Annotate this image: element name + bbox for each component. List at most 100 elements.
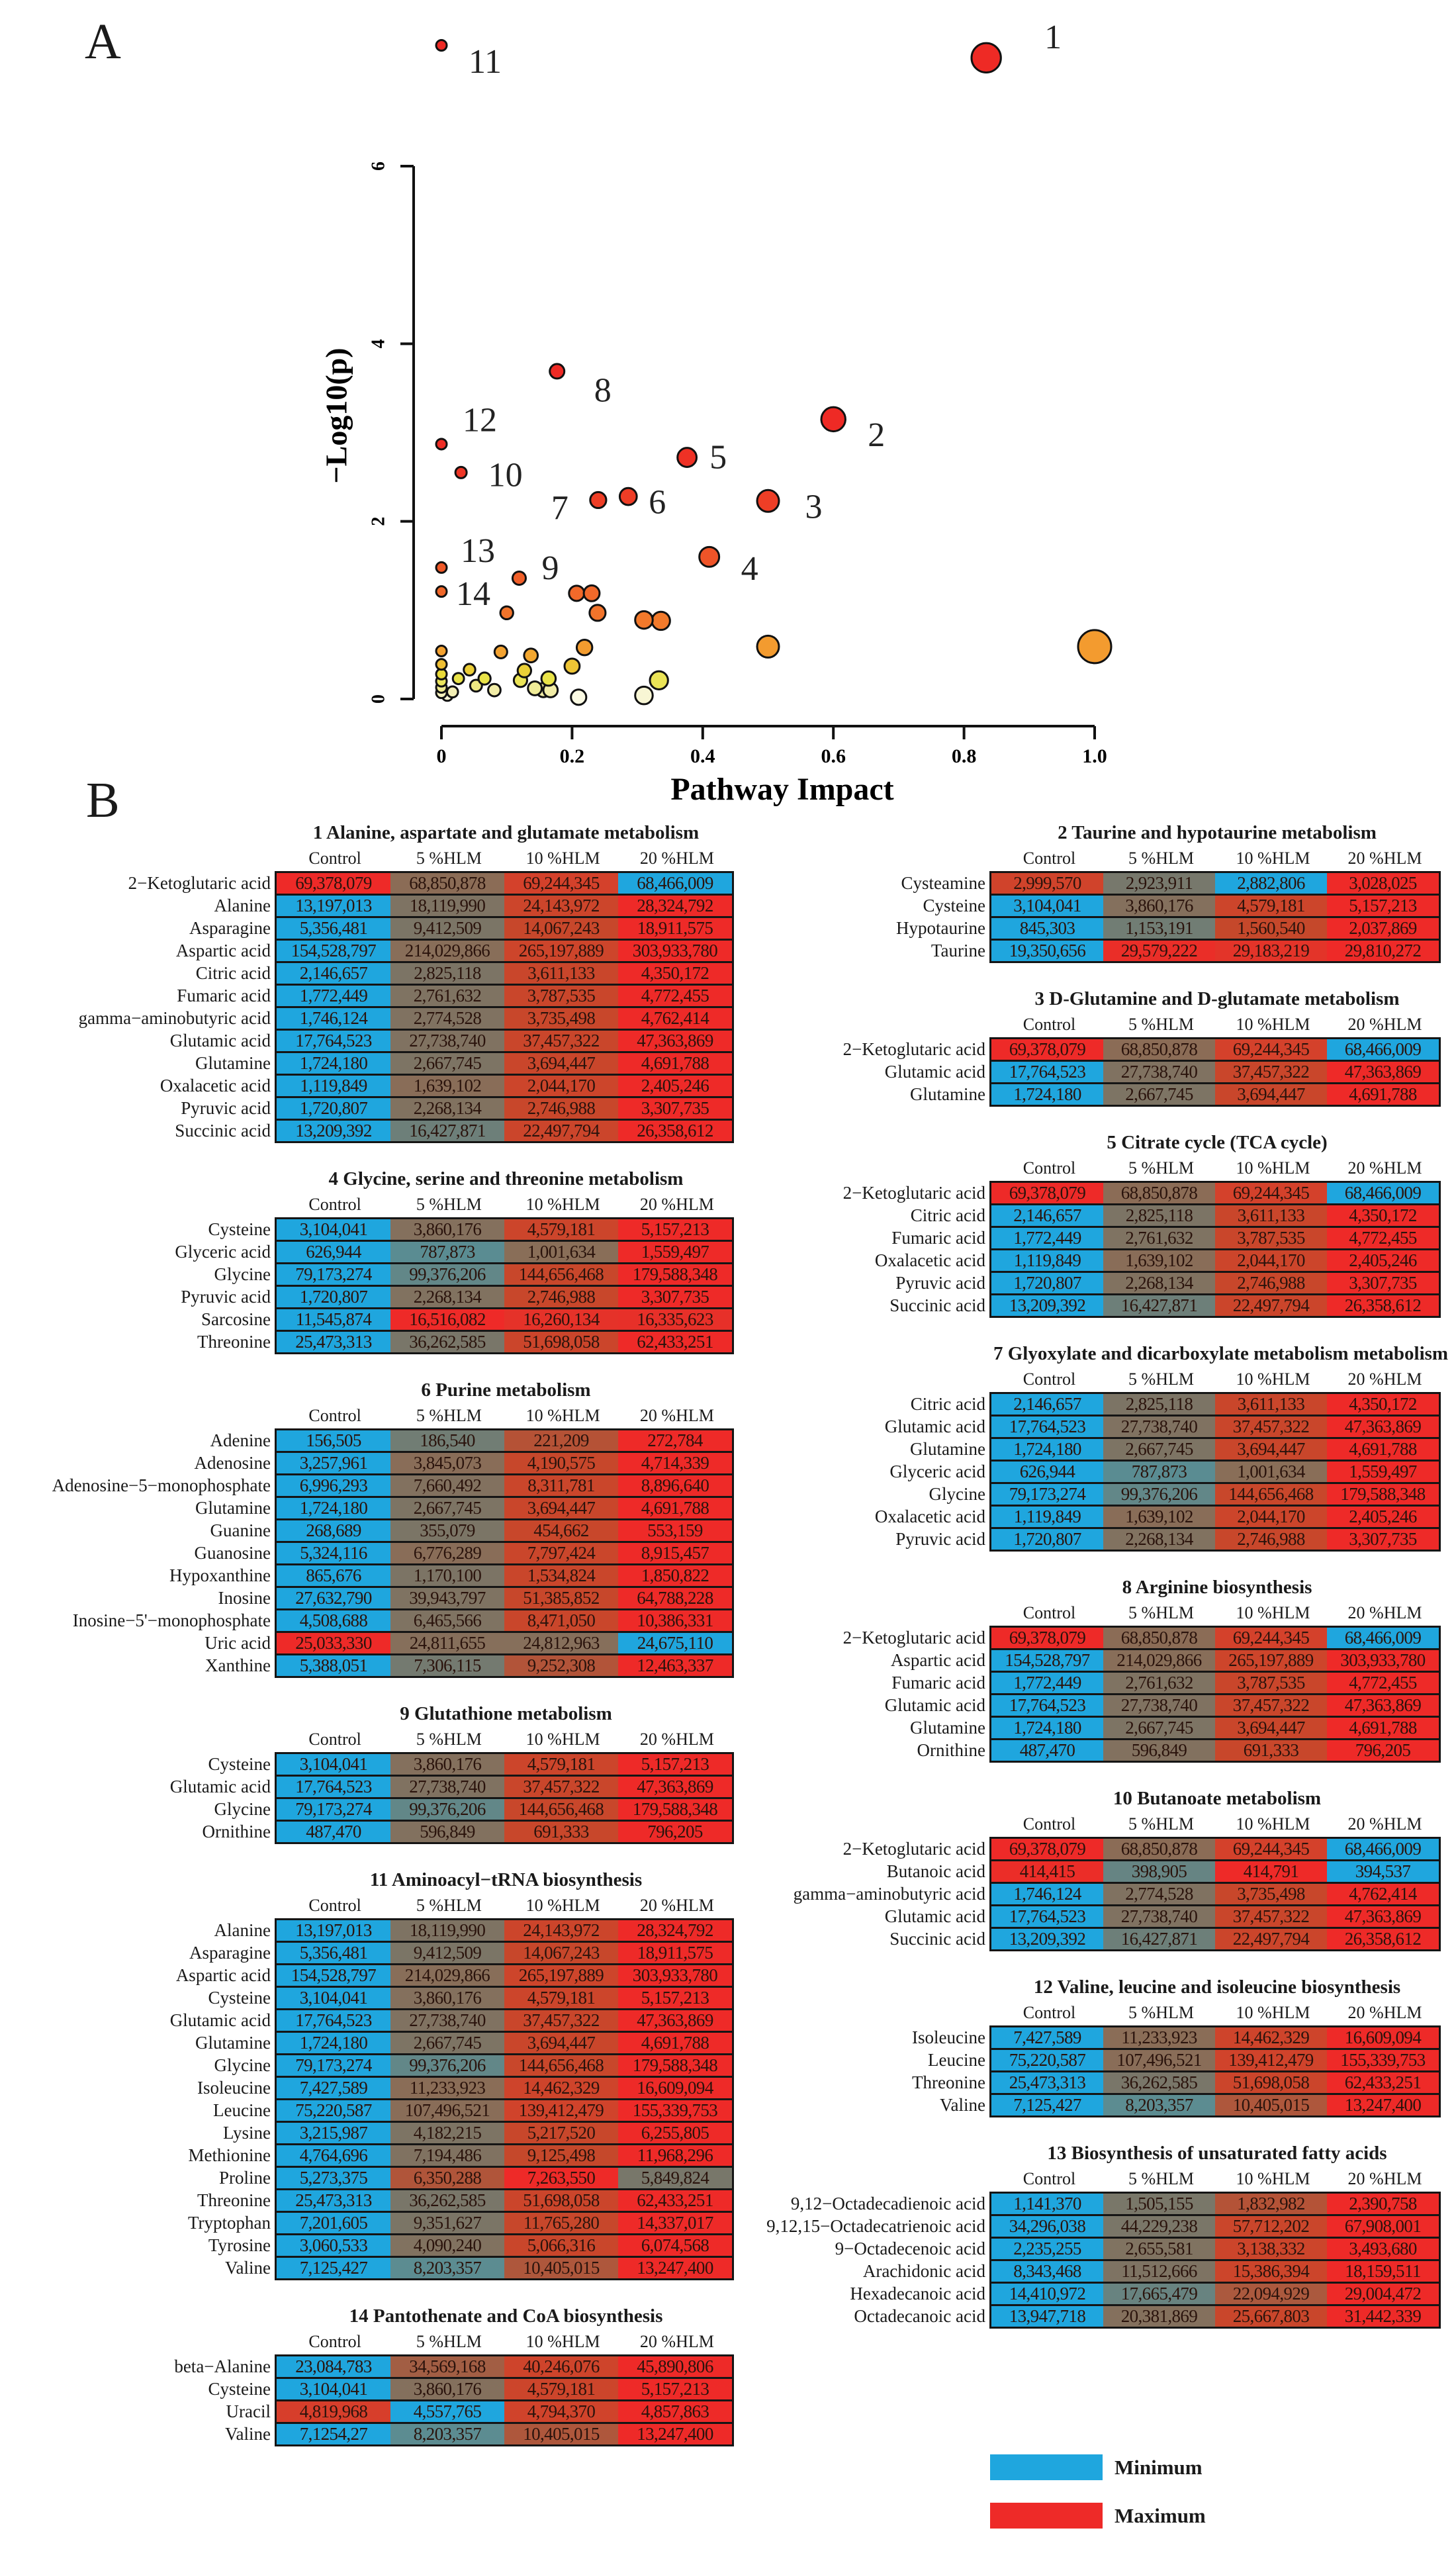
metabolite-row: Xanthine 5,388,051 7,306,115 9,252,308 12,46… <box>0 1653 734 1678</box>
intensity-cell: 156,505 <box>275 1428 390 1453</box>
pathway-title: 3 D-Glutamine and D-glutamate metabolism <box>1034 988 1400 1009</box>
intensity-cell: 1,153,191 <box>1103 916 1215 941</box>
heatmap-column-right: 2 Taurine and hypotaurine metabolism Cont… <box>728 819 1456 2351</box>
intensity-cell: 1,141,370 <box>989 2192 1103 2216</box>
intensity-cell: 2,405,246 <box>1327 1505 1441 1529</box>
column-header: Control <box>1023 1603 1076 1622</box>
pathway-heatmap-table: 8 Arginine biosynthesis Control 5 %HLM 10 %… <box>728 1574 1456 1763</box>
intensity-cell: 5,066,316 <box>504 2233 618 2258</box>
intensity-cell: 69,378,079 <box>275 871 390 896</box>
metabolite-name: Citric acid <box>195 963 271 983</box>
pathway-point <box>582 584 601 602</box>
intensity-cell: 7,1254,27 <box>275 2422 390 2446</box>
intensity-cell: 2,825,118 <box>1103 1203 1215 1228</box>
intensity-cell: 79,173,274 <box>989 1482 1103 1507</box>
intensity-cell: 16,335,623 <box>618 1307 734 1332</box>
metabolite-name: Fumaric acid <box>891 1673 985 1693</box>
intensity-cell: 787,873 <box>390 1240 504 1264</box>
intensity-cell: 29,579,222 <box>1103 939 1215 963</box>
pathway-heatmap-table: 12 Valine, leucine and isoleucine biosyn… <box>728 1974 1456 2117</box>
column-header: Control <box>1023 2003 1076 2022</box>
metabolite-name: Succinic acid <box>889 1929 985 1949</box>
intensity-cell: 13,209,392 <box>275 1119 390 1143</box>
x-tick-label: 0 <box>437 745 447 767</box>
metabolite-row: Aspartic acid 154,528,797 214,029,866 265,1… <box>728 1648 1441 1673</box>
column-header: 20 %HLM <box>639 1406 714 1425</box>
intensity-cell: 24,675,110 <box>618 1631 734 1655</box>
metabolite-row: Octadecanoic acid 13,947,718 20,381,869 25,… <box>728 2304 1441 2329</box>
x-tick-label: 0.8 <box>952 745 977 767</box>
intensity-cell: 28,324,792 <box>618 1918 734 1943</box>
column-header: 5 %HLM <box>416 2332 482 2351</box>
intensity-cell: 487,470 <box>275 1820 390 1844</box>
intensity-cell: 6,776,289 <box>390 1541 504 1565</box>
intensity-cell: 99,376,206 <box>390 2053 504 2078</box>
intensity-cell: 1,832,982 <box>1215 2192 1327 2216</box>
intensity-cell: 3,860,176 <box>1103 894 1215 918</box>
intensity-cell: 27,738,740 <box>1103 1904 1215 1929</box>
metabolite-row: gamma−aminobutyric acid 1,746,124 2,774,52… <box>0 1006 734 1031</box>
intensity-cell: 7,125,427 <box>989 2093 1103 2117</box>
intensity-cell: 23,084,783 <box>275 2354 390 2379</box>
intensity-cell: 4,762,414 <box>618 1006 734 1031</box>
intensity-cell: 179,588,348 <box>618 1797 734 1822</box>
intensity-cell: 14,462,329 <box>504 2076 618 2100</box>
point-label: 11 <box>469 43 502 81</box>
intensity-cell: 7,125,427 <box>275 2256 390 2280</box>
intensity-cell: 155,339,753 <box>1327 2048 1441 2072</box>
column-header: 5 %HLM <box>1128 2169 1194 2188</box>
metabolite-name: Butanoic acid <box>886 1861 985 1881</box>
pathway-heatmap-table: 1 Alanine, aspartate and glutamate metab… <box>0 819 741 1143</box>
metabolite-row: Pyruvic acid 1,720,807 2,268,134 2,746,988 3… <box>0 1096 734 1121</box>
intensity-cell: 4,350,172 <box>618 961 734 986</box>
metabolite-row: Taurine 19,350,656 29,579,222 29,183,219 29,… <box>728 939 1441 963</box>
intensity-cell: 47,363,869 <box>618 1029 734 1053</box>
intensity-cell: 51,385,852 <box>504 1586 618 1610</box>
intensity-cell: 24,811,655 <box>390 1631 504 1655</box>
intensity-cell: 1,001,634 <box>504 1240 618 1264</box>
intensity-cell: 845,303 <box>989 916 1103 941</box>
y-tick-label: 6 <box>369 162 389 171</box>
intensity-cell: 62,433,251 <box>618 1330 734 1354</box>
intensity-cell: 303,933,780 <box>618 1963 734 1988</box>
intensity-cell: 37,457,322 <box>504 1029 618 1053</box>
intensity-cell: 1,772,449 <box>275 984 390 1008</box>
column-headers: Control 5 %HLM 10 %HLM 20 %HLM <box>278 846 734 871</box>
pathway-point <box>463 663 477 676</box>
metabolite-row: Leucine 75,220,587 107,496,521 139,412,479 1… <box>0 2098 734 2123</box>
metabolite-name: Citric acid <box>910 1205 985 1225</box>
pathway-heatmap-table: 6 Purine metabolism Control 5 %HLM 10 %HLM 2… <box>0 1377 741 1678</box>
intensity-cell: 1,560,540 <box>1215 916 1327 941</box>
intensity-cell: 4,794,370 <box>504 2399 618 2424</box>
pathway-point <box>451 672 465 686</box>
column-header: 5 %HLM <box>416 849 482 868</box>
intensity-cell: 10,405,015 <box>504 2422 618 2446</box>
intensity-cell: 22,094,929 <box>1215 2282 1327 2306</box>
pathway-point <box>540 670 557 687</box>
intensity-cell: 179,588,348 <box>618 2053 734 2078</box>
intensity-cell: 20,381,869 <box>1103 2304 1215 2329</box>
intensity-cell: 8,311,781 <box>504 1473 618 1498</box>
intensity-cell: 303,933,780 <box>618 939 734 963</box>
column-header: 5 %HLM <box>1128 1158 1194 1178</box>
metabolite-row: Glutamic acid 17,764,523 27,738,740 37,457,… <box>0 1029 734 1053</box>
pathway-point <box>698 545 721 568</box>
intensity-cell: 22,497,794 <box>504 1119 618 1143</box>
metabolite-row: Fumaric acid 1,772,449 2,761,632 3,787,535 4… <box>728 1671 1441 1695</box>
metabolite-name: Hypoxanthine <box>169 1565 271 1585</box>
intensity-cell: 5,157,213 <box>618 1986 734 2010</box>
intensity-cell: 1,559,497 <box>618 1240 734 1264</box>
pathway-point <box>1077 629 1113 665</box>
intensity-cell: 6,996,293 <box>275 1473 390 1498</box>
metabolite-row: Glutamine 1,724,180 2,667,745 3,694,447 4,69… <box>0 1496 734 1520</box>
intensity-cell: 12,463,337 <box>618 1653 734 1678</box>
pathway-heatmap-table: 13 Biosynthesis of unsaturated fatty aci… <box>728 2140 1456 2329</box>
intensity-cell: 1,772,449 <box>989 1671 1103 1695</box>
intensity-cell: 154,528,797 <box>275 939 390 963</box>
metabolite-row: Glyceric acid 626,944 787,873 1,001,634 1,55… <box>0 1240 734 1264</box>
metabolite-name: Lysine <box>223 2123 271 2143</box>
metabolite-name: 2−Ketoglutaric acid <box>842 1039 985 1059</box>
pathway-heatmap-table: 9 Glutathione metabolism Control 5 %HLM 10 … <box>0 1700 741 1844</box>
intensity-cell: 2,655,581 <box>1103 2237 1215 2261</box>
intensity-cell: 3,694,447 <box>1215 1716 1327 1740</box>
